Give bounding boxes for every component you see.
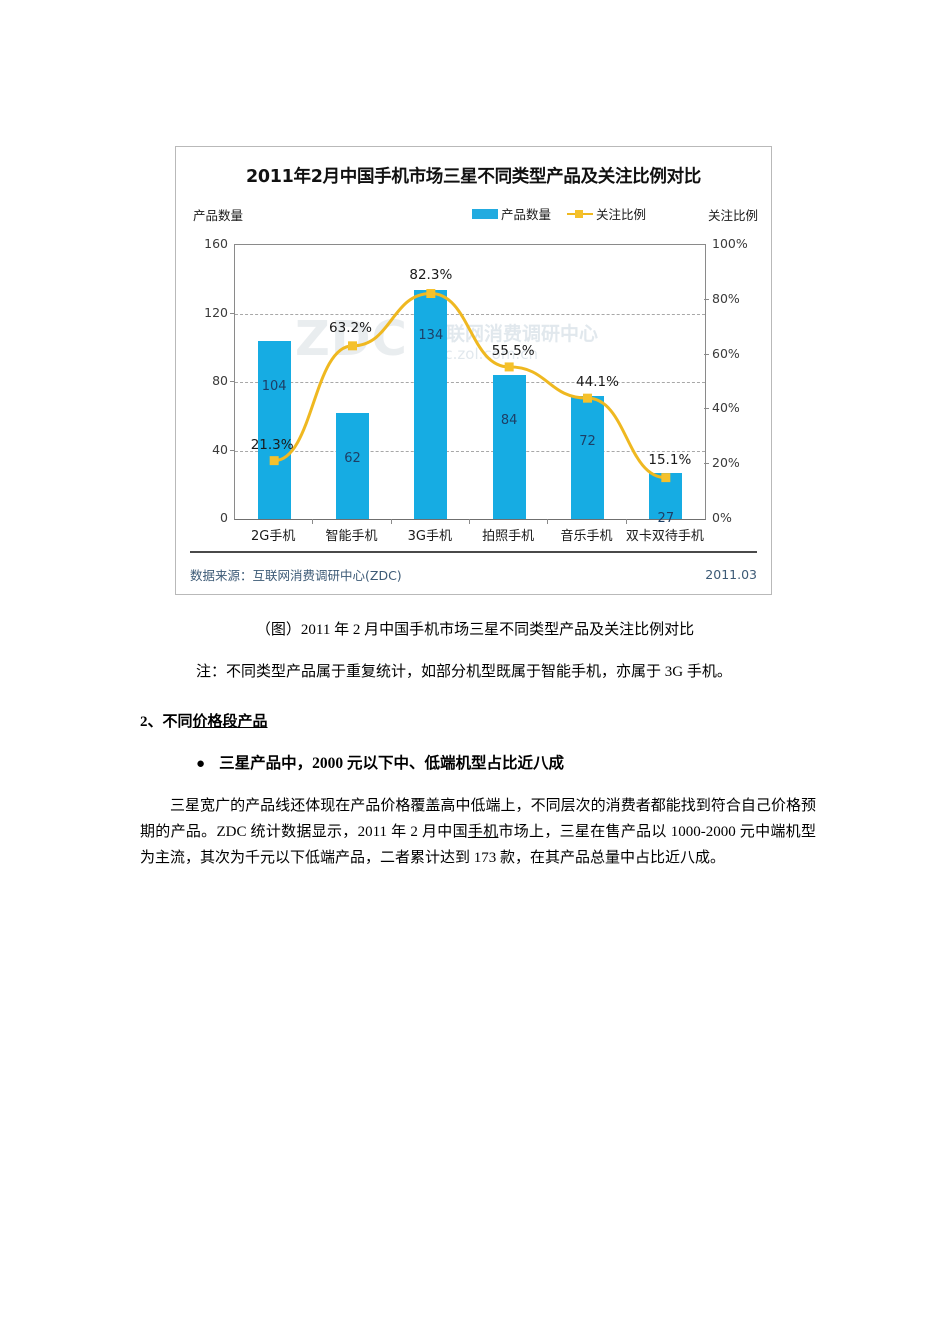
- chart-figure: 2011年2月中国手机市场三星不同类型产品及关注比例对比 产品数量 关注比例 产…: [175, 146, 772, 595]
- x-axis-labels: 2G手机 智能手机 3G手机 拍照手机 音乐手机 双卡双待手机: [234, 525, 706, 547]
- legend-label-bars: 产品数量: [501, 207, 552, 222]
- section-heading-prefix: 2、不同: [140, 714, 193, 730]
- axis-tick-mark: [704, 463, 709, 465]
- bar: [336, 412, 369, 519]
- axis-tick-mark: [230, 381, 235, 382]
- chart-title: 2011年2月中国手机市场三星不同类型产品及关注比例对比: [246, 167, 701, 187]
- bullet-dot-icon: ●: [196, 756, 206, 772]
- legend-line-swatch-icon: [567, 209, 594, 219]
- body-paragraph-part-1: 三星宽广的产品线还体现在产品价格覆盖高中低端上，不同层次的消费者都能找到符合自己…: [140, 798, 816, 840]
- figure-note: 注：不同类型产品属于重复统计，如部分机型既属于智能手机，亦属于 3G 手机。: [196, 664, 732, 680]
- axis-tick-mark: [312, 519, 314, 524]
- chart-source-text: 数据来源：互联网消费调研中心(ZDC): [190, 567, 402, 583]
- bar: [571, 395, 604, 519]
- bar-value-label: 104: [261, 378, 287, 394]
- x-axis-label: 拍照手机: [482, 529, 535, 544]
- y-tick-right-60: 60%: [712, 345, 740, 361]
- y-tick-left-40: 40: [212, 441, 228, 457]
- axis-tick-mark: [704, 408, 709, 410]
- gridline: [235, 382, 705, 383]
- section-heading: 2、不同价格段产品: [140, 710, 268, 731]
- legend-label-line: 关注比例: [596, 207, 647, 222]
- y-tick-left-120: 120: [204, 304, 228, 320]
- y-tick-left-80: 80: [212, 373, 228, 388]
- bar: [414, 289, 448, 519]
- body-paragraph: 三星宽广的产品线还体现在产品价格覆盖高中低端上，不同层次的消费者都能找到符合自己…: [140, 793, 816, 871]
- line-marker: [504, 362, 514, 372]
- legend-item-bars: 产品数量: [472, 204, 551, 223]
- chart-legend: 产品数量 关注比例: [472, 204, 646, 223]
- bar-value-label: 62: [344, 450, 361, 466]
- bullet-point: ● 三星产品中，2000 元以下中、低端机型占比近八成: [196, 751, 564, 773]
- line-marker: [426, 288, 436, 298]
- line-value-label: 15.1%: [648, 451, 692, 468]
- y-tick-right-20: 20%: [712, 455, 740, 471]
- chart-date-text: 2011.03: [705, 566, 757, 582]
- bar-value-label: 134: [418, 327, 444, 343]
- legend-bar-swatch-icon: [472, 208, 498, 219]
- axis-tick-mark: [704, 353, 709, 355]
- axis-tick-mark: [469, 519, 470, 524]
- figure-caption: （图）2011 年 2 月中国手机市场三星不同类型产品及关注比例对比: [255, 622, 695, 638]
- y-tick-right-40: 40%: [712, 400, 740, 416]
- gridline: [235, 313, 705, 315]
- axis-tick-mark: [704, 298, 709, 300]
- y-tick-right-100: 100%: [712, 236, 748, 251]
- plot-area: ZDC 互联网消费调研中心 zdc.zol.com.cn 104 62 134 84 7…: [234, 244, 706, 526]
- x-axis-label: 2G手机: [250, 529, 296, 544]
- line-value-label: 55.5%: [491, 342, 535, 359]
- x-axis-label: 双卡双待手机: [625, 529, 704, 544]
- section-heading-link[interactable]: 价格段产品: [192, 714, 268, 730]
- line-marker: [661, 473, 671, 483]
- x-axis-label: 音乐手机: [560, 529, 613, 544]
- trend-line: [273, 291, 666, 480]
- bullet-text: 三星产品中，2000 元以下中、低端机型占比近八成: [219, 755, 564, 772]
- y-axis-title-right: 关注比例: [707, 208, 758, 223]
- y-tick-left-0: 0: [220, 510, 228, 525]
- body-paragraph-part-2: 市场上，三星在售产品以 1000-2000 元中端机型为主流，其次为千元以下低端…: [140, 824, 816, 866]
- line-value-label: 44.1%: [576, 374, 619, 391]
- axis-tick-mark: [230, 312, 235, 314]
- footer-divider: [190, 551, 757, 553]
- line-marker: [348, 341, 357, 351]
- bar-value-label: 84: [500, 413, 518, 429]
- bar: [492, 375, 526, 519]
- legend-item-line: 关注比例: [567, 204, 646, 223]
- line-marker: [583, 393, 592, 403]
- line-marker: [269, 456, 279, 466]
- bar-value-label: 72: [579, 433, 596, 449]
- y-axis-title-left: 产品数量: [193, 208, 244, 223]
- line-value-label: 82.3%: [409, 267, 453, 284]
- body-paragraph-link[interactable]: 手机: [467, 824, 499, 840]
- chart-footer: 数据来源：互联网消费调研中心(ZDC) 2011.03: [190, 557, 757, 591]
- y-tick-right-80: 80%: [712, 290, 740, 306]
- bar: [257, 340, 291, 519]
- axis-tick-mark: [230, 449, 235, 451]
- y-tick-left-160: 160: [204, 236, 228, 251]
- line-value-label: 21.3%: [250, 436, 294, 453]
- x-axis-label: 3G手机: [407, 529, 453, 544]
- line-value-label: 63.2%: [329, 319, 372, 336]
- axis-tick-mark: [547, 519, 549, 524]
- y-tick-right-0: 0%: [712, 510, 732, 525]
- bar-value-label: 27: [657, 510, 675, 526]
- axis-tick-mark: [390, 519, 392, 524]
- axis-tick-mark: [625, 519, 627, 524]
- gridline: [235, 450, 705, 452]
- x-axis-label: 智能手机: [325, 529, 378, 544]
- line-series-layer: [269, 288, 671, 483]
